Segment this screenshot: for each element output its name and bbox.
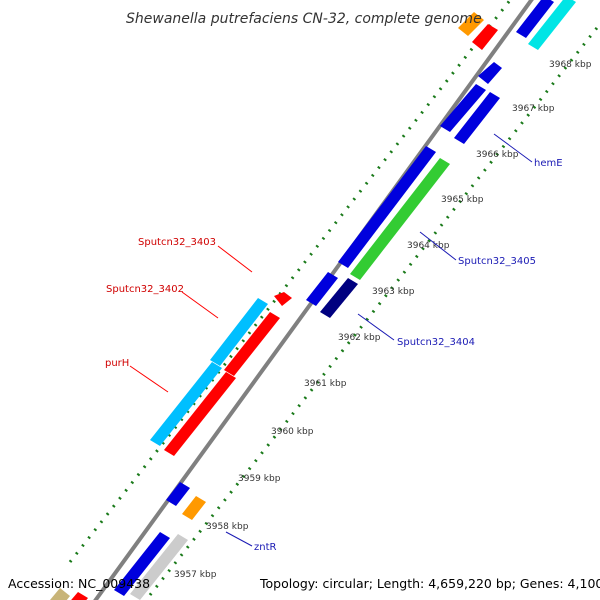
feature-3967-blue-b bbox=[478, 62, 502, 84]
leader-purH bbox=[129, 365, 169, 393]
tick-label: 3957 kbp bbox=[174, 570, 217, 580]
inner-tick-track bbox=[68, 0, 513, 563]
tick-label: 3958 kbp bbox=[206, 522, 249, 532]
outer-tick-track bbox=[148, 23, 600, 596]
tick-label: 3964 kbp bbox=[407, 241, 450, 251]
gene-label-sputcn32-3404: Sputcn32_3404 bbox=[397, 337, 475, 348]
accession-text: Accession: NC_009438 bbox=[8, 576, 150, 591]
feature-top-orange bbox=[458, 12, 484, 36]
feature-zntR bbox=[182, 496, 206, 520]
feature-sputcn32-3404 bbox=[320, 278, 358, 318]
tick-label: 3960 kbp bbox=[271, 427, 314, 437]
gene-label-zntR: zntR bbox=[254, 542, 277, 553]
leader-sputcn32-3402 bbox=[181, 291, 219, 319]
feature-bottom-gray bbox=[130, 534, 188, 600]
gene-label-purH: purH bbox=[105, 358, 129, 369]
feature-red-small bbox=[274, 292, 292, 306]
leader-sputcn32-3403 bbox=[217, 245, 253, 273]
tick-label: 3965 kbp bbox=[441, 195, 484, 205]
tick-label: 3962 kbp bbox=[338, 333, 381, 343]
gene-label-sputcn32-3405: Sputcn32_3405 bbox=[458, 256, 536, 267]
tick-label: 3967 kbp bbox=[512, 104, 555, 114]
tick-label: 3959 kbp bbox=[238, 474, 281, 484]
feature-bottom-red bbox=[71, 592, 88, 600]
gene-label-sputcn32-3402: Sputcn32_3402 bbox=[106, 284, 184, 295]
tick-label: 3966 kbp bbox=[476, 150, 519, 160]
feature-blue-small bbox=[306, 272, 338, 306]
feature-sputcn32-3402 bbox=[224, 312, 280, 376]
tick-label: 3963 kbp bbox=[372, 287, 415, 297]
feature-purH bbox=[164, 372, 236, 456]
feature-top-cyan bbox=[528, 0, 576, 50]
feature-purH-cyan bbox=[150, 362, 222, 446]
page-title: Shewanella putrefaciens CN-32, complete … bbox=[126, 11, 482, 27]
feature-bottom-tan bbox=[50, 588, 70, 600]
feature-top-blue bbox=[516, 0, 554, 38]
feature-3967-blue-a bbox=[440, 84, 486, 132]
feature-sputcn32-3403 bbox=[210, 298, 268, 366]
leader-sputcn32-3404 bbox=[357, 313, 395, 341]
feature-bottom-blue-a bbox=[114, 532, 170, 596]
genome-summary-text: Topology: circular; Length: 4,659,220 bp… bbox=[259, 576, 600, 591]
feature-top-red bbox=[472, 24, 498, 50]
leader-sputcn32-3405 bbox=[419, 231, 457, 261]
feature-sputcn32-3405 bbox=[350, 158, 450, 280]
feature-hemE bbox=[454, 92, 500, 144]
leader-zntR bbox=[225, 531, 253, 547]
gene-label-sputcn32-3403: Sputcn32_3403 bbox=[138, 237, 216, 248]
feature-bottom-blue-b bbox=[166, 482, 190, 506]
gene-label-hemE: hemE bbox=[534, 158, 563, 169]
feature-blue-long bbox=[338, 146, 436, 268]
tick-label: 3968 kbp bbox=[549, 60, 592, 70]
leader-hemE bbox=[493, 133, 533, 163]
tick-label: 3961 kbp bbox=[304, 379, 347, 389]
